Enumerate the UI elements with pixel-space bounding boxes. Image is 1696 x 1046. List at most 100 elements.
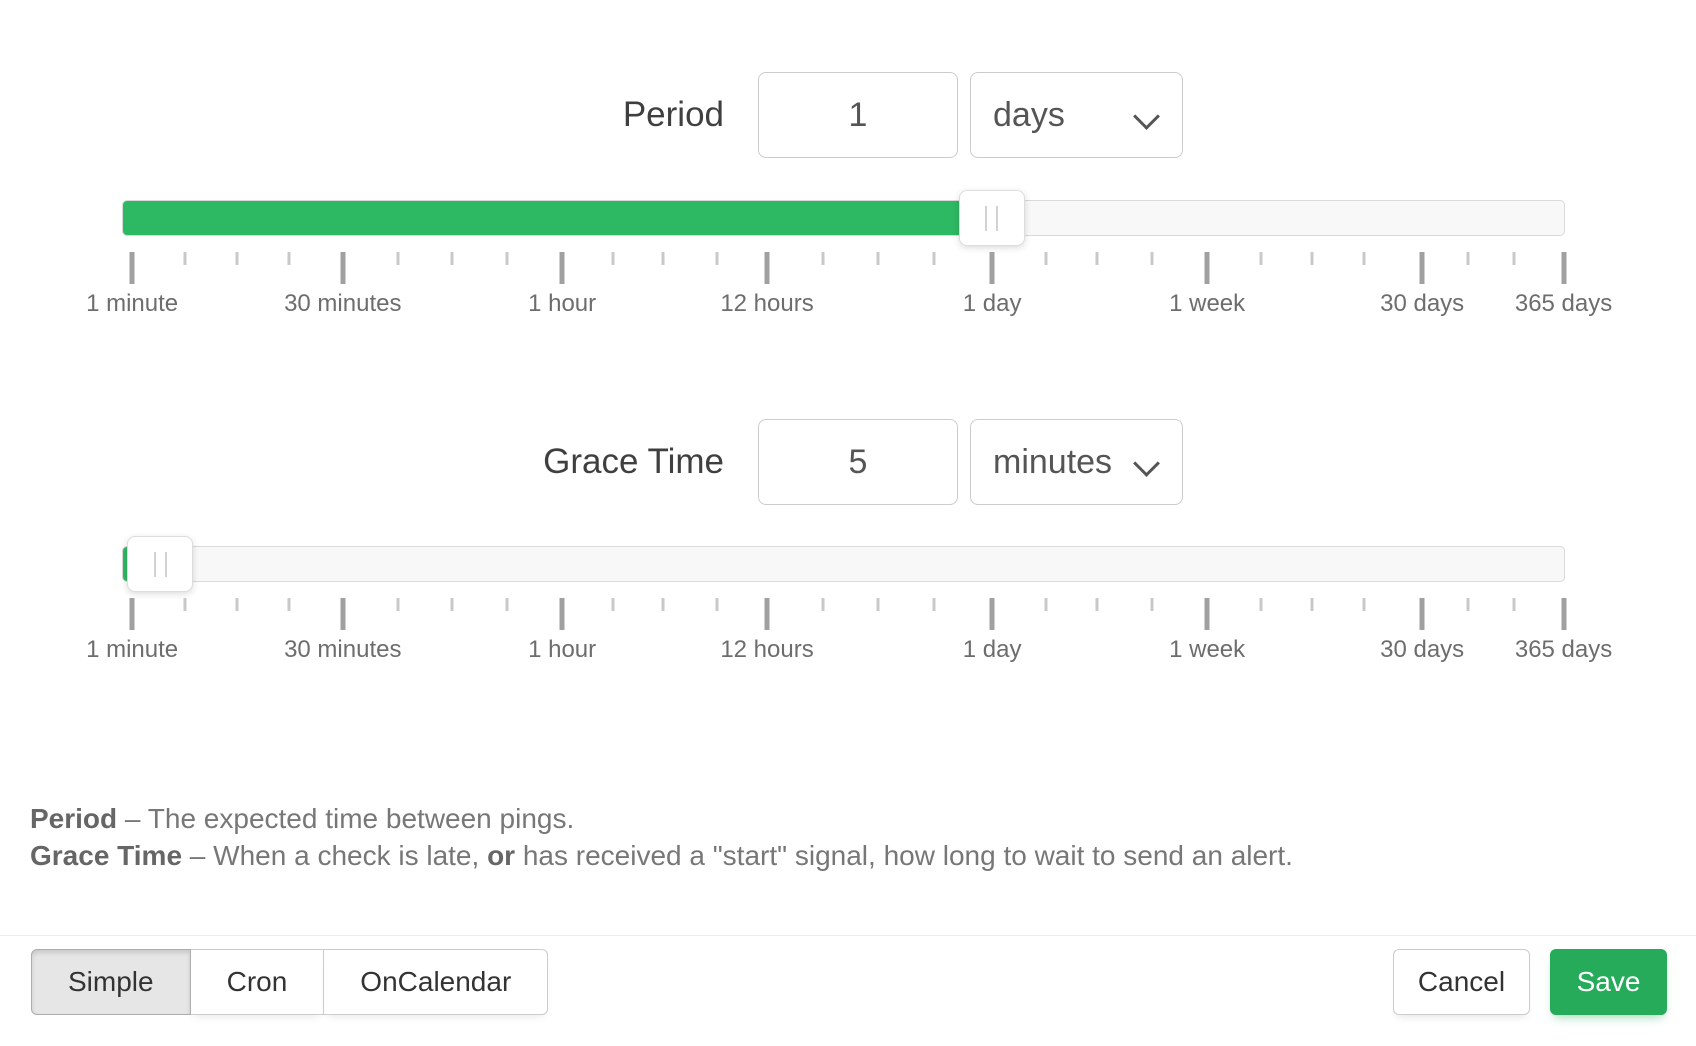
period-label: Period [622,95,724,134]
minor-tick [1259,252,1263,265]
minor-tick [611,598,615,611]
minor-tick [1466,252,1470,265]
major-tick [989,598,995,630]
minor-tick [505,598,509,611]
help-term-period: Period [30,803,118,834]
major-tick [1561,598,1567,630]
minor-tick [1259,598,1263,611]
tick-label: 30 days [1380,290,1465,317]
minor-tick [235,252,239,265]
minor-tick [450,598,454,611]
major-tick [764,598,770,630]
help-line-grace: Grace Time – When a check is late, or ha… [30,837,1293,874]
help-term-grace: Grace Time [30,840,183,871]
minor-tick [661,598,665,611]
grip-icon [985,205,999,231]
minor-tick [1095,252,1099,265]
tick-label: 365 days [1514,636,1613,663]
minor-tick [1044,252,1048,265]
period-unit-value: days [993,95,1065,134]
minor-tick [715,598,719,611]
minor-tick [183,252,187,265]
grace-slider-handle[interactable] [127,536,194,592]
help-desc-grace-1: – When a check is late, [182,840,488,871]
major-tick [1204,598,1210,630]
mode-button-cron[interactable]: Cron [189,949,325,1015]
minor-tick [450,252,454,265]
minor-tick [1512,252,1516,265]
mode-button-simple[interactable]: Simple [31,949,191,1015]
major-tick [340,598,346,630]
major-tick [129,252,135,284]
major-tick [1419,252,1425,284]
grace-ruler: 1 minute 30 minutes 1 hour 12 hours 1 day 1 w… [86,598,1612,670]
minor-tick [661,252,665,265]
period-slider-fill [123,201,992,235]
tick-label: 12 hours [720,636,814,663]
tick-label: 1 minute [86,290,179,317]
grip-icon [153,551,167,577]
minor-tick [1150,598,1154,611]
tick-label: 1 minute [86,636,179,663]
period-slider-track[interactable] [122,190,1565,246]
minor-tick [1310,252,1314,265]
tick-label: 30 days [1380,636,1465,663]
mode-button-oncalendar[interactable]: OnCalendar [323,949,549,1015]
period-unit-select[interactable]: days [970,72,1183,158]
major-tick [129,598,135,630]
minor-tick [287,252,291,265]
help-desc-period: – The expected time between pings. [117,803,575,834]
grace-unit-value: minutes [993,442,1113,481]
tick-label: 1 hour [528,290,597,317]
major-tick [559,598,565,630]
tick-label: 30 minutes [284,290,402,317]
grace-value-input[interactable] [758,419,958,505]
tick-label: 1 day [962,290,1022,317]
major-tick [559,252,565,284]
minor-tick [821,252,825,265]
minor-tick [1362,598,1366,611]
period-row: Period days [0,72,1696,158]
period-value-input[interactable] [758,72,958,158]
footer-divider [0,935,1696,936]
grace-slider-track[interactable] [122,536,1565,592]
minor-tick [611,252,615,265]
help-line-period: Period – The expected time between pings… [30,800,1293,837]
minor-tick [932,598,936,611]
tick-label: 1 week [1169,636,1246,663]
minor-tick [876,598,880,611]
chevron-down-icon [1133,103,1160,130]
minor-tick [1095,598,1099,611]
chevron-down-icon [1133,450,1160,477]
minor-tick [1512,598,1516,611]
minor-tick [1362,252,1366,265]
minor-tick [715,252,719,265]
minor-tick [1466,598,1470,611]
grace-row: Grace Time minutes [0,419,1696,505]
minor-tick [1310,598,1314,611]
minor-tick [183,598,187,611]
period-slider-handle[interactable] [958,190,1025,246]
minor-tick [932,252,936,265]
minor-tick [821,598,825,611]
help-desc-grace-2: has received a "start" signal, how long … [515,840,1293,871]
major-tick [1204,252,1210,284]
cancel-button[interactable]: Cancel [1393,949,1530,1015]
tick-label: 365 days [1514,290,1613,317]
minor-tick [396,252,400,265]
major-tick [989,252,995,284]
grace-label: Grace Time [543,442,724,481]
save-button[interactable]: Save [1550,949,1667,1015]
schedule-mode-group: Simple Cron OnCalendar [31,949,549,1015]
grace-unit-select[interactable]: minutes [970,419,1183,505]
minor-tick [396,598,400,611]
tick-label: 1 day [962,636,1022,663]
major-tick [1419,598,1425,630]
minor-tick [235,598,239,611]
tick-label: 30 minutes [284,636,402,663]
major-tick [764,252,770,284]
tick-label: 12 hours [720,290,814,317]
minor-tick [1150,252,1154,265]
help-text: Period – The expected time between pings… [30,800,1293,874]
period-ruler: 1 minute 30 minutes 1 hour 12 hours 1 day 1 w… [86,252,1612,324]
